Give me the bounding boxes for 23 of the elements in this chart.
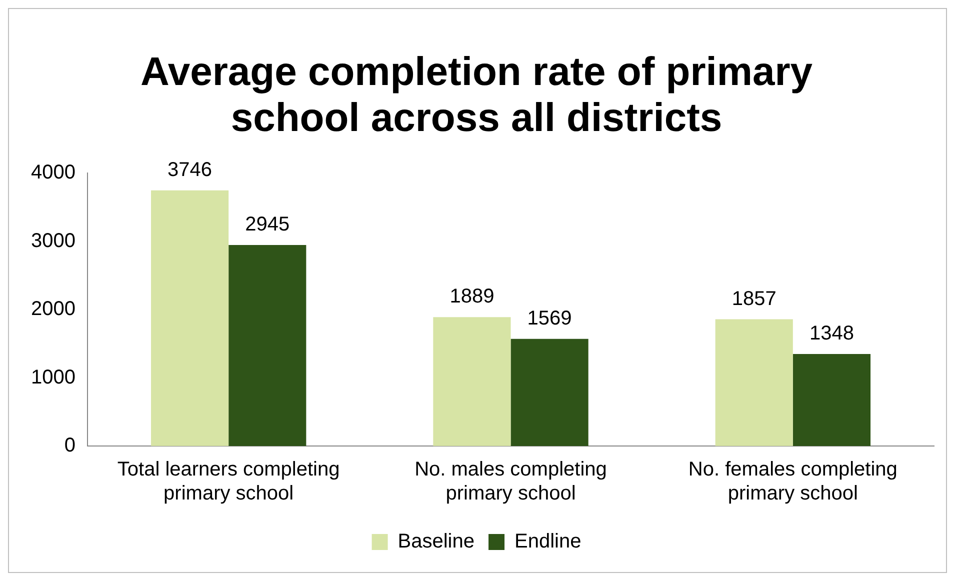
data-label: 1348 [809,322,854,345]
data-label: 1889 [450,286,494,308]
x-tick-label: No. males completing primary school [414,458,607,505]
bar [228,245,306,446]
y-tick-label: 3000 [30,230,76,252]
chart-title: Average completion rate of primary school across all districts [140,50,814,140]
y-tick-label: 1000 [30,366,76,388]
data-label: 1569 [527,307,572,330]
bar [433,317,511,446]
bar [510,338,588,446]
y-tick-label: 2000 [30,298,76,320]
data-label: 2945 [245,214,290,236]
legend-label: Baseline [398,530,474,553]
bar [150,190,229,446]
x-tick-label: No. females completing primary school [688,458,898,505]
y-tick-label: 0 [64,434,76,457]
bar [792,354,871,446]
bar [715,319,793,446]
y-tick-label: 4000 [30,162,76,184]
data-label: 1857 [732,288,776,310]
legend-label: Endline [514,530,582,553]
x-tick-label: Total learners completing primary school [117,458,340,505]
data-label: 3746 [168,158,212,181]
